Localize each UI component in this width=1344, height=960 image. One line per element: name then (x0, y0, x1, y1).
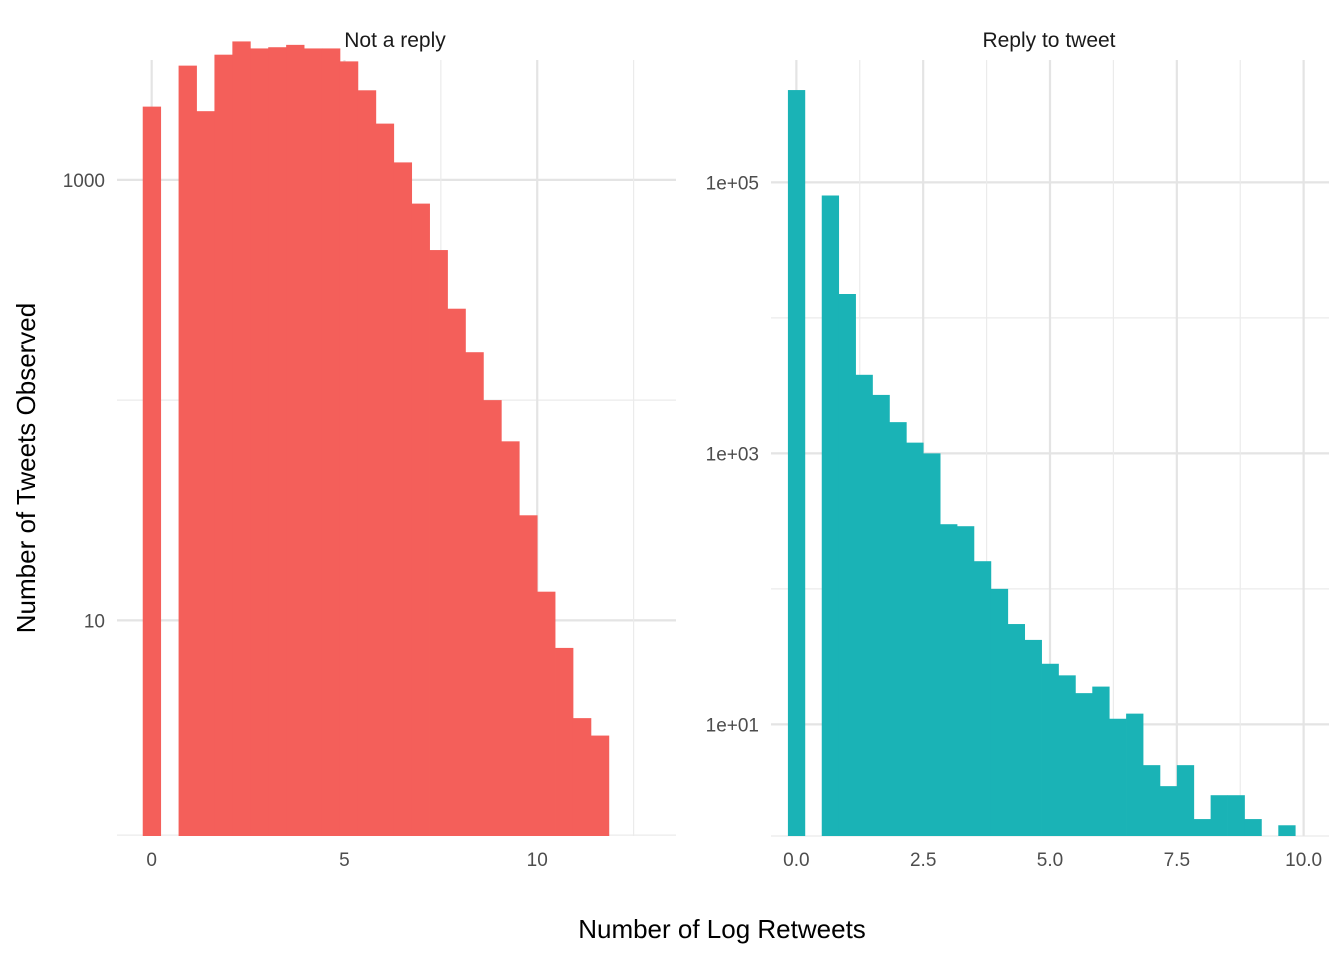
histogram-bar (1075, 693, 1093, 836)
y-axis-ticks: 10 1000 (63, 171, 105, 633)
histogram-bar (923, 453, 941, 836)
x-axis-title: Number of Log Retweets (578, 914, 866, 944)
histogram-bar (590, 735, 610, 836)
histogram-bar (973, 561, 992, 836)
histogram-bar (304, 48, 323, 836)
histogram-bar (855, 374, 873, 836)
panel-title-not-a-reply: Not a reply (344, 29, 446, 52)
x-tick-label: 2.5 (910, 850, 936, 871)
histogram-bar (1210, 795, 1228, 836)
panel-title-reply-to-tweet: Reply to tweet (982, 29, 1115, 52)
panel-reply-to-tweet: Reply to tweet 0.0 2.5 5.0 7.5 10.0 1e+011e+… (706, 29, 1329, 871)
histogram-bar (465, 352, 484, 836)
histogram-bar (1109, 718, 1127, 836)
histogram-bar (429, 250, 448, 836)
histogram-bar (821, 195, 840, 837)
histogram-bar (393, 162, 413, 837)
histogram-bar (1176, 765, 1195, 836)
histogram-bar (339, 61, 359, 837)
panel-not-a-reply: Not a reply 0 5 10 10 1000 (63, 29, 676, 871)
histogram-bar (357, 90, 377, 836)
histogram-bar (375, 123, 395, 837)
histogram-bar (1278, 825, 1296, 836)
histogram-bar (447, 308, 466, 836)
y-tick-label: 10 (84, 611, 105, 632)
histogram-bar (872, 394, 890, 836)
x-axis-ticks: 0.0 2.5 5.0 7.5 10.0 (783, 850, 1322, 871)
histogram-bar (411, 203, 430, 837)
histogram-bar (196, 111, 215, 837)
histogram-bar (1092, 686, 1110, 836)
histogram-bar (572, 718, 592, 836)
y-axis-title: Number of Tweets Observed (11, 303, 41, 633)
histogram-bar (990, 588, 1009, 836)
histogram-bar (178, 65, 197, 837)
histogram-bar (268, 47, 287, 837)
histogram-bars (787, 90, 1296, 837)
histogram-bar (142, 106, 162, 836)
histogram-bar (838, 294, 856, 836)
histogram-bar (1227, 795, 1245, 836)
y-tick-label: 1e+03 (706, 444, 759, 465)
y-tick-label: 1e+01 (706, 715, 759, 736)
histogram-bar (956, 526, 975, 836)
histogram-bar (483, 400, 502, 836)
x-tick-label: 7.5 (1164, 850, 1190, 871)
x-tick-label: 5.0 (1037, 850, 1063, 871)
y-tick-label: 1e+05 (706, 173, 759, 194)
histogram-bar (1193, 819, 1212, 836)
histogram-bar (1159, 786, 1178, 836)
histogram-bar (232, 41, 251, 836)
histogram-bar (214, 54, 233, 837)
x-tick-label: 0 (146, 850, 157, 871)
histogram-bar (555, 647, 574, 836)
histogram-bar (787, 90, 806, 836)
histogram-bar (519, 515, 538, 836)
histogram-bar (1126, 713, 1144, 836)
histogram-bar (321, 48, 341, 836)
histogram-bars (142, 41, 610, 837)
y-tick-label: 1000 (63, 171, 105, 192)
histogram-bar (906, 442, 924, 836)
x-tick-label: 10.0 (1285, 850, 1322, 871)
x-tick-label: 10 (527, 850, 548, 871)
x-axis-ticks: 0 5 10 (146, 850, 547, 871)
histogram-bar (1244, 819, 1262, 836)
histogram-bar (286, 44, 305, 837)
histogram-bar (1143, 765, 1161, 836)
histogram-bar (501, 441, 520, 836)
histogram-bar (1024, 639, 1042, 836)
histogram-bar (1007, 624, 1026, 836)
x-tick-label: 0.0 (783, 850, 809, 871)
histogram-bar (940, 524, 958, 836)
histogram-bar (250, 48, 269, 836)
histogram-bar (1058, 675, 1076, 836)
histogram-bar (889, 422, 907, 836)
y-axis-ticks: 1e+01 1e+03 1e+05 (706, 173, 759, 736)
histogram-bar (537, 591, 556, 836)
x-tick-label: 5 (339, 850, 350, 871)
histogram-bar (1041, 663, 1059, 836)
